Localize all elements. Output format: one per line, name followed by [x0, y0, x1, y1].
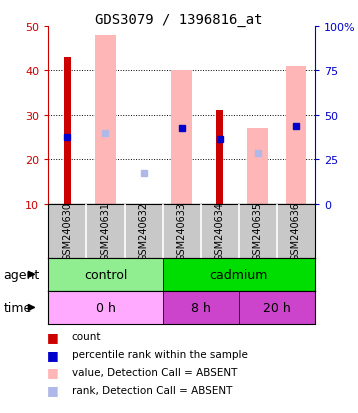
Text: percentile rank within the sample: percentile rank within the sample	[72, 349, 247, 359]
Text: ■: ■	[47, 330, 58, 343]
Bar	[239, 291, 315, 324]
Bar	[171, 71, 192, 204]
Text: 0 h: 0 h	[96, 301, 115, 314]
Text: ■: ■	[47, 366, 58, 379]
Bar	[247, 129, 268, 204]
Text: control: control	[84, 268, 127, 281]
Text: GDS3079 / 1396816_at: GDS3079 / 1396816_at	[95, 13, 263, 27]
Text: 20 h: 20 h	[263, 301, 291, 314]
Bar	[48, 258, 163, 291]
Bar	[48, 291, 163, 324]
Text: count: count	[72, 332, 101, 342]
Text: 8 h: 8 h	[191, 301, 211, 314]
Bar	[163, 258, 315, 291]
Bar	[286, 67, 306, 204]
Text: ■: ■	[47, 348, 58, 361]
Text: rank, Detection Call = ABSENT: rank, Detection Call = ABSENT	[72, 385, 232, 395]
Text: cadmium: cadmium	[210, 268, 268, 281]
Text: GSM240633: GSM240633	[177, 202, 187, 261]
Text: time: time	[4, 301, 32, 314]
Bar	[163, 291, 239, 324]
Text: GSM240632: GSM240632	[139, 202, 149, 261]
Bar	[216, 111, 223, 204]
Text: value, Detection Call = ABSENT: value, Detection Call = ABSENT	[72, 367, 237, 377]
Text: GSM240634: GSM240634	[215, 202, 225, 261]
Text: GSM240630: GSM240630	[62, 202, 72, 261]
Text: agent: agent	[4, 268, 40, 281]
Text: GSM240635: GSM240635	[253, 202, 263, 261]
Text: GSM240631: GSM240631	[101, 202, 111, 261]
Bar	[95, 36, 116, 204]
Text: ■: ■	[47, 383, 58, 396]
Text: GSM240636: GSM240636	[291, 202, 301, 261]
Bar	[64, 58, 71, 204]
